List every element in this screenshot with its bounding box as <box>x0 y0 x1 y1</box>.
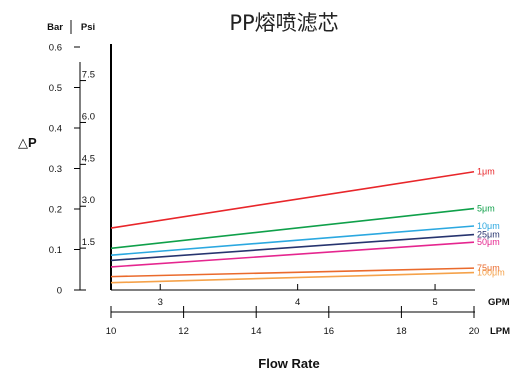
series-label-75m: 75μm <box>477 263 500 273</box>
y-bar-tick-label: 0 <box>57 286 62 297</box>
series-line-5m <box>110 207 475 250</box>
x-lpm-tick-group: 10 12 14 16 18 20 <box>106 306 480 337</box>
y-bar-tick-label: 0.5 <box>49 83 62 94</box>
y-psi-tick-group: 1.5 3.0 4.5 6.0 7.5 <box>80 70 95 291</box>
x-lpm-tick-label: 14 <box>251 326 262 337</box>
y-psi-tick-label: 4.5 <box>82 153 95 164</box>
series-line-10m <box>110 225 475 256</box>
y-bar-tick-label: 0.2 <box>49 205 62 216</box>
y-bar-tick-group: 0 0.1 0.2 0.3 0.4 0.5 0.6 <box>49 43 80 297</box>
x-lpm-tick-label: 12 <box>178 326 189 337</box>
x-lpm-tick-label: 20 <box>469 326 480 337</box>
bar-unit-label: Bar <box>47 22 63 33</box>
y-psi-tick-label: 6.0 <box>82 111 95 122</box>
y-bar-tick-label: 0.1 <box>49 245 62 256</box>
series-label-10m: 10μm <box>477 221 500 231</box>
x-lpm-tick-label: 18 <box>396 326 407 337</box>
series-label-25m: 25μm <box>477 230 500 240</box>
gpm-unit-label: GPM <box>488 297 510 308</box>
series-line-50m <box>110 241 475 268</box>
y-axis-title: △P <box>18 135 37 150</box>
x-lpm-tick-label: 16 <box>324 326 335 337</box>
series-label-50m: 50μm <box>477 237 500 247</box>
series-line-25m <box>110 233 475 262</box>
series-line-1m <box>110 170 475 229</box>
series-line-100m <box>110 271 475 284</box>
y-bar-tick-label: 0.3 <box>49 164 62 175</box>
y-psi-tick-label: 1.5 <box>82 237 95 248</box>
y-psi-tick-label: 7.5 <box>82 70 95 81</box>
psi-unit-label: Psi <box>81 22 95 33</box>
x-gpm-tick-label: 4 <box>295 297 300 308</box>
y-bar-tick-label: 0.4 <box>49 124 62 135</box>
series-label-1m: 1μm <box>477 167 495 177</box>
chart-title: PP熔喷滤芯 <box>229 11 338 35</box>
x-gpm-tick-label: 3 <box>158 297 163 308</box>
x-axis-title: Flow Rate <box>258 356 319 371</box>
x-gpm-tick-group: 3 4 5 <box>158 284 438 308</box>
x-gpm-tick-label: 5 <box>432 297 437 308</box>
x-lpm-tick-label: 10 <box>106 326 117 337</box>
series-line-group <box>110 170 475 284</box>
series-label-100m: 100μm <box>477 268 505 278</box>
y-bar-tick-label: 0.6 <box>49 43 62 54</box>
series-label-5m: 5μm <box>477 204 495 214</box>
series-line-75m <box>110 267 475 278</box>
y-psi-tick-label: 3.0 <box>82 195 95 206</box>
lpm-unit-label: LPM <box>490 326 510 337</box>
